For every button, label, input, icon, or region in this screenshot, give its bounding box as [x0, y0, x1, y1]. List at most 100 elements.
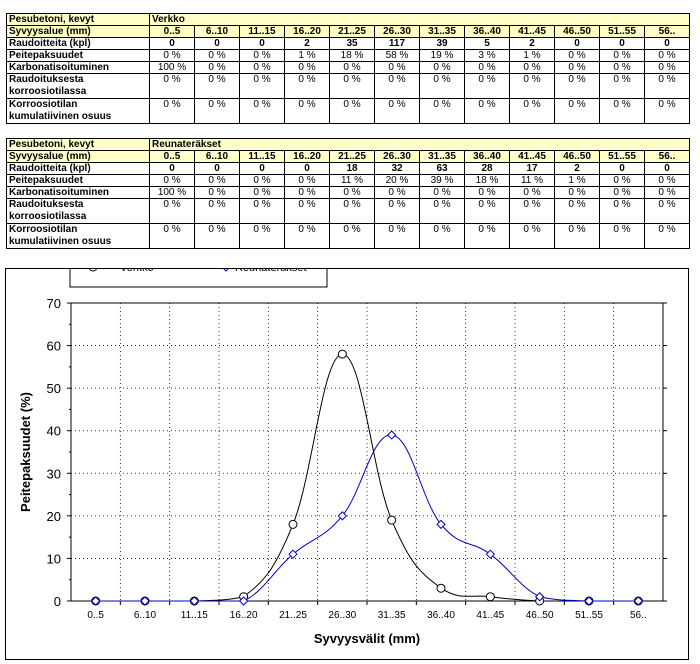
table-cell: 46..50	[554, 25, 600, 38]
y-tick-label: 0	[54, 594, 61, 609]
row-label: Raudoituksesta korroosiotilassa	[6, 198, 150, 224]
table-cell: 0	[599, 162, 645, 175]
table-cell: 21..25	[329, 25, 375, 38]
chart-frame: 0 10 20 30 40 50 60 70 0..5 6..10 11..15 16..20 21.…	[5, 258, 689, 660]
table-cell: 0 %	[284, 186, 330, 199]
data-point	[436, 583, 446, 593]
x-tick-label: 6..10	[134, 610, 157, 621]
data-point	[288, 549, 298, 559]
table-cell: 0 %	[644, 49, 690, 62]
table-cell: 0 %	[329, 98, 375, 124]
table-cell: 32	[374, 162, 420, 175]
table-cell: 0 %	[284, 98, 330, 124]
table-cell: 21..25	[329, 150, 375, 163]
table-cell: 36..40	[464, 25, 510, 38]
table-cell: 63	[419, 162, 465, 175]
table-cell: 0 %	[329, 223, 375, 249]
table-cell: 0 %	[149, 98, 195, 124]
table-cell: 2	[509, 37, 555, 50]
row-label: Raudoitteita (kpl)	[6, 162, 150, 175]
y-tick-label: 10	[47, 551, 61, 566]
table-cell: 11..15	[239, 150, 285, 163]
table-cell: 41..45	[509, 25, 555, 38]
table-cell: 0 %	[419, 98, 465, 124]
row-label: Karbonatisoituminen	[6, 186, 150, 199]
table-cell: 0 %	[194, 49, 240, 62]
table-cell: 0 %	[284, 73, 330, 99]
row-label: Karbonatisoituminen	[6, 61, 150, 74]
x-tick-label: 41..45	[476, 610, 504, 621]
table-cell: 0	[149, 162, 195, 175]
table-cell: 16..20	[284, 25, 330, 38]
table-cell: 0 %	[644, 98, 690, 124]
table-cell: 0 %	[464, 223, 510, 249]
table-cell: 0 %	[239, 186, 285, 199]
table-cell: 46..50	[554, 150, 600, 163]
x-tick-label: 16..20	[230, 610, 258, 621]
table-cell: 6..10	[194, 150, 240, 163]
table-cell: 0 %	[194, 61, 240, 74]
data-point	[633, 596, 644, 606]
table-row: Raudoitteita (kpl) 0 0 0 2 35 117 39 5 2 0 0 0	[6, 37, 690, 50]
table-cell: 31..35	[419, 150, 465, 163]
y-axis-label: Peitepaksuudet (%)	[18, 392, 33, 512]
table-cell: 51..55	[599, 25, 645, 38]
table-cell: 20 %	[374, 174, 420, 187]
table-cell: 56..	[644, 150, 690, 163]
data-point	[337, 511, 348, 521]
table-cell: 0 %	[194, 198, 240, 224]
row-label: Peitepaksuudet	[6, 174, 150, 187]
table-cell: 0 %	[239, 98, 285, 124]
table-cell: 0	[644, 162, 690, 175]
table-cell: 51..55	[599, 150, 645, 163]
table-cell: 0 %	[194, 98, 240, 124]
data-point	[238, 596, 249, 606]
table-cell: 0 %	[464, 98, 510, 124]
table-row: Syvyysalue (mm) 0..5 6..10 11..15 16..20 21..…	[6, 25, 690, 38]
table-cell: 5	[464, 37, 510, 50]
x-tick-label: 31..35	[378, 610, 406, 621]
table-cell: 0 %	[329, 73, 375, 99]
table-cell: 0 %	[554, 198, 600, 224]
table-cell: 28	[464, 162, 510, 175]
table-cell: 0 %	[194, 223, 240, 249]
legend-label: Verkko	[120, 269, 154, 274]
table-row: Korroosiotilan kumulatiivinen osuus 0 % 0 …	[6, 98, 690, 124]
table-cell: 39	[419, 37, 465, 50]
table-cell: 0 %	[599, 61, 645, 74]
table-body: Pesubetoni, kevyt Reunateräkset Syvyysalue…	[6, 138, 690, 249]
table-cell: 0 %	[554, 73, 600, 99]
table-cell: 0 %	[554, 186, 600, 199]
table-group: Reunateräkset	[149, 138, 285, 151]
table-cell: 0 %	[554, 49, 600, 62]
table-cell: 100 %	[149, 61, 195, 74]
table-cell: 0 %	[239, 223, 285, 249]
table-cell: 0 %	[239, 73, 285, 99]
x-tick-label: 21..25	[279, 610, 307, 621]
table-cell: 0 %	[239, 49, 285, 62]
table-cell: 1 %	[509, 49, 555, 62]
table-cell: 0 %	[599, 98, 645, 124]
table-body: Pesubetoni, kevyt Verkko Syvyysalue (mm) 0.…	[6, 13, 690, 124]
data-point	[485, 592, 495, 602]
table-cell: 3 %	[464, 49, 510, 62]
y-axis: 0 10 20 30 40 50 60 70	[47, 296, 667, 609]
table-cell: 100 %	[149, 186, 195, 199]
table-cell: 0 %	[329, 61, 375, 74]
table-cell: 18	[329, 162, 375, 175]
data-point	[337, 349, 347, 359]
table-cell: 0 %	[374, 73, 420, 99]
table-cell: 0 %	[644, 198, 690, 224]
table-row: Raudoituksesta korroosiotilassa 0 % 0 % 0 %…	[6, 73, 690, 99]
table-cell: 0	[149, 37, 195, 50]
series-layer	[90, 349, 644, 606]
table-cell: 0 %	[509, 98, 555, 124]
data-point	[189, 596, 200, 606]
table-cell: 41..45	[509, 150, 555, 163]
table-cell: 0 %	[599, 174, 645, 187]
table-cell: 0 %	[509, 61, 555, 74]
table-cell: 0 %	[599, 223, 645, 249]
table-row: Karbonatisoituminen 100 % 0 % 0 % 0 % 0 % 0 % 0…	[6, 186, 690, 199]
table-cell: 0 %	[509, 223, 555, 249]
data-point	[90, 596, 101, 606]
